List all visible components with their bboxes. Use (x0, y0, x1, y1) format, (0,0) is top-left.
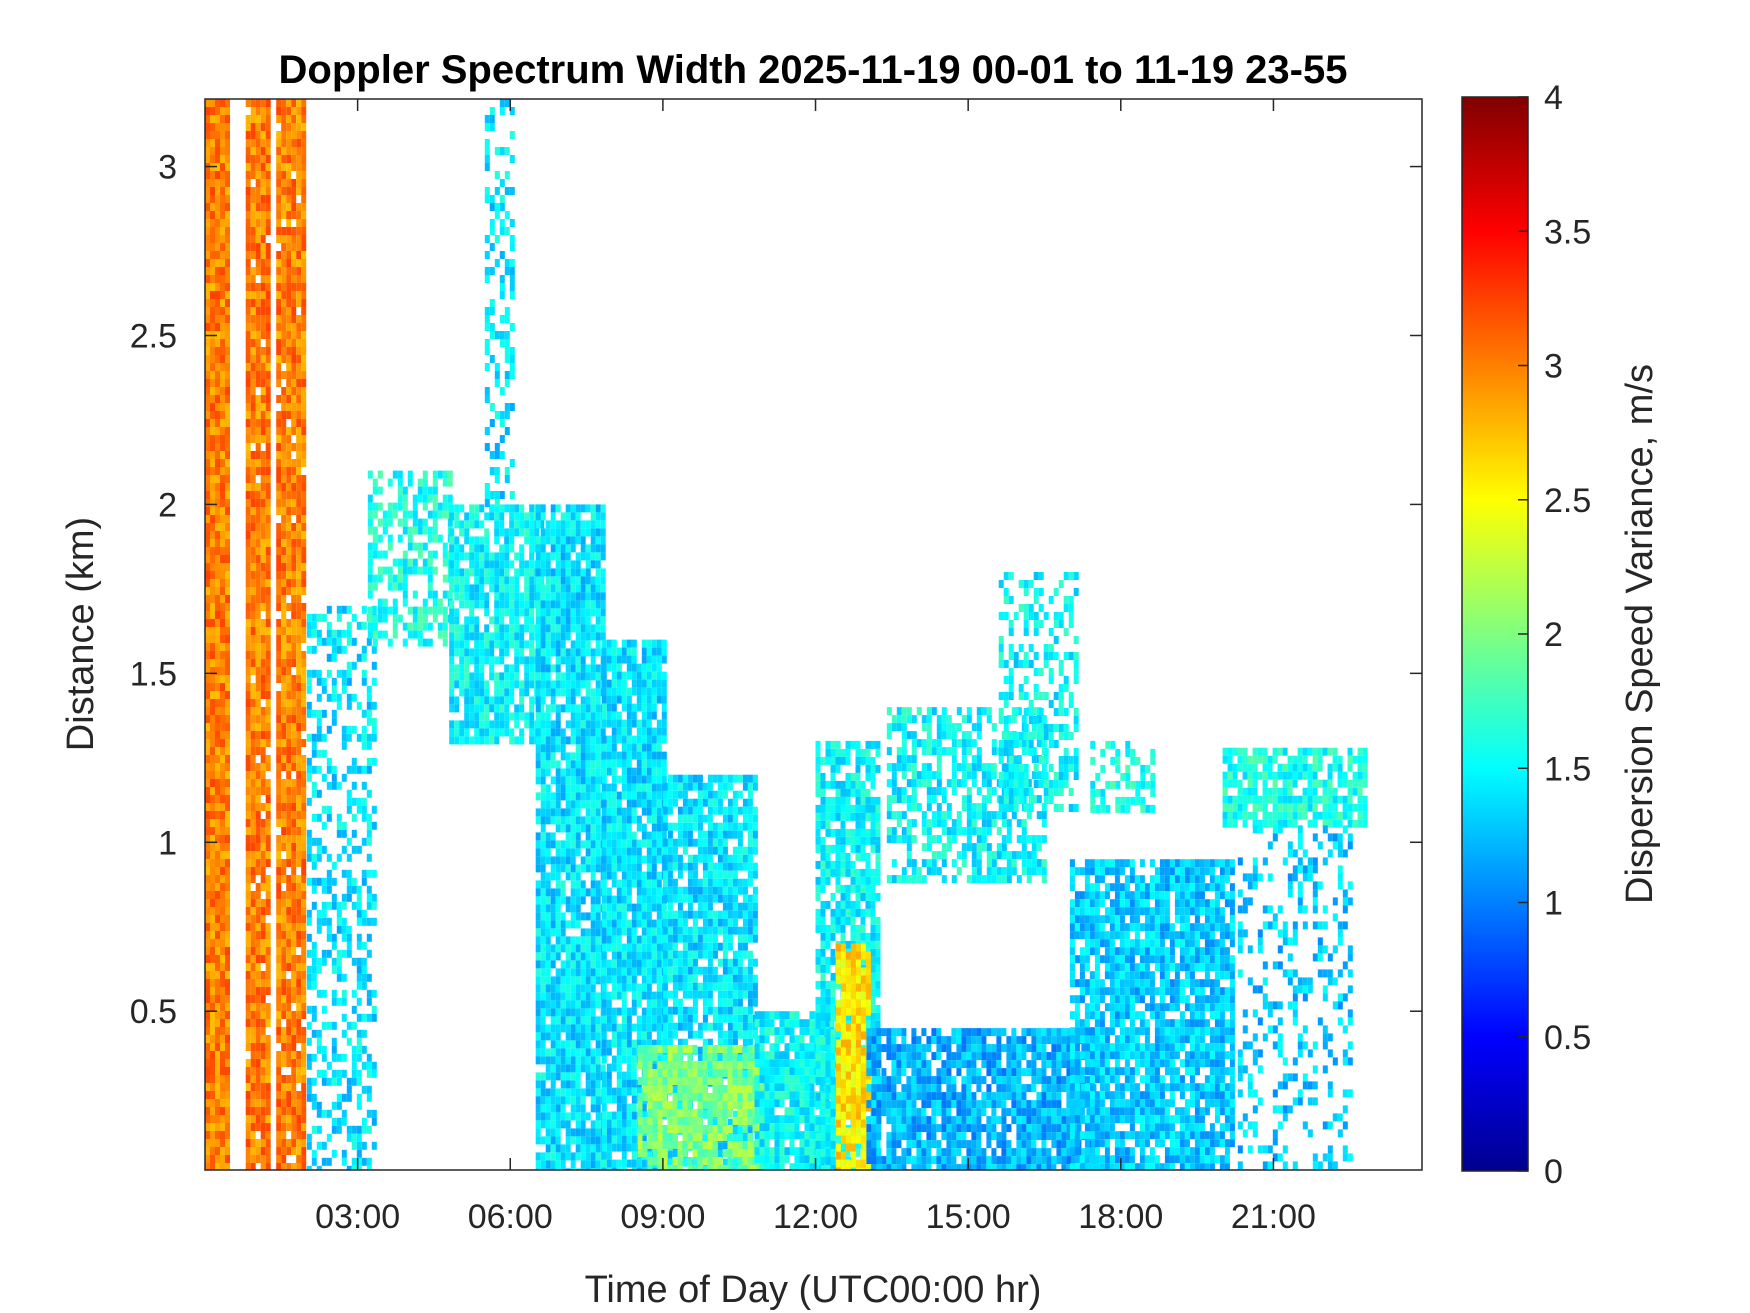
colorbar-tick-label: 3 (1544, 348, 1563, 386)
y-tick-label: 0.5 (130, 993, 177, 1031)
colorbar-tick-label: 0 (1544, 1153, 1563, 1191)
x-tick-label: 15:00 (926, 1198, 1011, 1236)
y-tick-label: 2.5 (130, 317, 177, 355)
x-tick-label: 09:00 (620, 1198, 705, 1236)
heatmap-region-20 (1237, 825, 1353, 1170)
heatmap-cells (205, 99, 1368, 1170)
x-tick-label: 18:00 (1078, 1198, 1163, 1236)
heatmap-region-5 (449, 504, 545, 745)
colorbar-tick-label: 1.5 (1544, 750, 1591, 788)
heatmap-region-6 (484, 99, 515, 507)
x-tick-label: 03:00 (315, 1198, 400, 1236)
colorbar-tick-label: 1 (1544, 885, 1563, 923)
colorbar-ticks: 0 0.5 1 1.5 2 2.5 3 3.5 4 (1518, 79, 1591, 1191)
heatmap-region-16 (866, 1028, 1097, 1170)
y-axis-ticks: 0.5 1 1.5 2 2.5 3 (130, 149, 1422, 1031)
heatmap-region-18 (1090, 740, 1156, 813)
y-tick-label: 1 (158, 824, 177, 862)
y-tick-label: 3 (158, 149, 177, 187)
heatmap-region-7 (535, 504, 606, 1170)
colorbar-tick-label: 4 (1544, 79, 1563, 117)
chart-title: Doppler Spectrum Width 2025-11-19 00-01 … (279, 48, 1348, 92)
x-tick-label: 06:00 (468, 1198, 553, 1236)
y-tick-label: 2 (158, 486, 177, 524)
colorbar-tick-label: 2.5 (1544, 482, 1591, 520)
heatmap-region-15 (998, 572, 1079, 812)
heatmap-region-2 (276, 99, 307, 1170)
colorbar-tick-label: 3.5 (1544, 213, 1591, 251)
x-tick-label: 12:00 (773, 1198, 858, 1236)
colorbar-tick-label: 2 (1544, 616, 1563, 654)
heatmap-region-4 (367, 470, 453, 647)
heatmap-region-17 (1069, 859, 1235, 1170)
heatmap-region-13 (835, 943, 871, 1170)
heatmap-region-0 (205, 99, 230, 1170)
heatmap-region-19 (1222, 747, 1368, 828)
heatmap-region-8 (601, 639, 667, 1170)
y-tick-label: 1.5 (130, 655, 177, 693)
colorbar-label: Dispersion Speed Variance, m/s (1619, 364, 1661, 904)
heatmap-region-3 (306, 605, 377, 1170)
heatmap-region-1 (245, 99, 271, 1170)
x-tick-label: 21:00 (1231, 1198, 1316, 1236)
colorbar (1461, 96, 1529, 1172)
plot-area-frame (204, 98, 1423, 1171)
colorbar-tick-label: 0.5 (1544, 1019, 1591, 1057)
y-axis-label: Distance (km) (60, 517, 102, 751)
x-axis-label: Time of Day (UTC00:00 hr) (585, 1269, 1042, 1311)
x-axis-ticks: 03:00 06:00 09:00 12:00 15:00 18:00 21:00 (315, 99, 1316, 1236)
